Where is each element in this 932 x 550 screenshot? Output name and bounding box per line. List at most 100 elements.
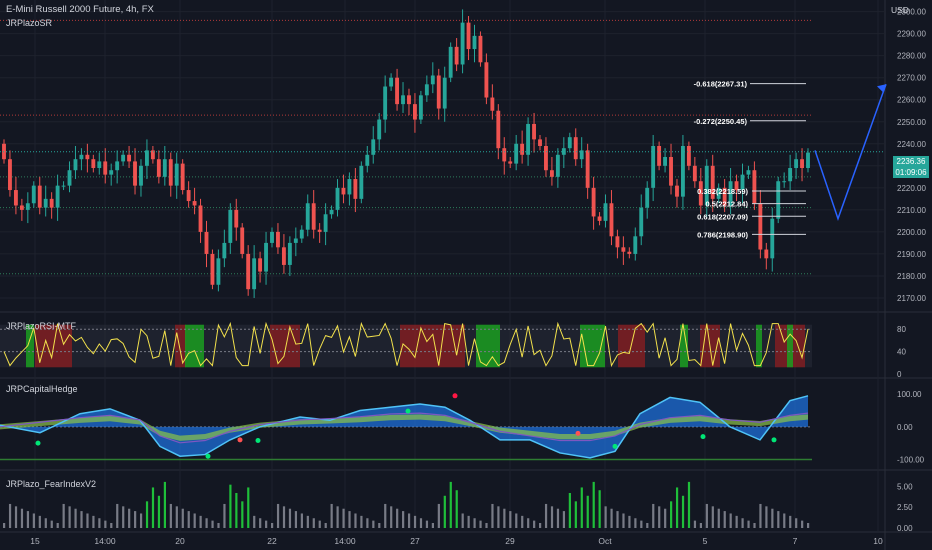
chart-title: E-Mini Russell 2000 Future, 4h, FX [6, 4, 154, 15]
candle-body [663, 157, 668, 166]
candle-body [645, 187, 650, 208]
candle-body [264, 242, 268, 272]
candle-body [204, 231, 209, 254]
hedge-trend-band [0, 414, 808, 441]
candle-body [591, 187, 596, 217]
rsi-oversold-band [756, 324, 762, 368]
candle-body [555, 154, 560, 177]
fear-index-bar [175, 506, 178, 528]
fear-index-bar [235, 493, 238, 528]
fear-index-bar [139, 513, 143, 528]
candle-body [85, 154, 90, 160]
candle-body [180, 163, 185, 191]
candle-body [144, 150, 149, 166]
fear-index-bar [372, 520, 375, 528]
time-tick-label: 20 [175, 536, 185, 546]
candle-body [168, 159, 173, 186]
fear-index-bar [664, 508, 667, 528]
rsi-tick-label: 80 [897, 325, 906, 334]
fear-index-bar [3, 523, 6, 528]
candle-body [561, 148, 566, 155]
fear-index-bar [324, 523, 327, 528]
hedge-signal-dot [612, 443, 618, 449]
fear-index-bar [777, 511, 780, 528]
time-tick-label: 7 [793, 536, 798, 546]
candle-body [19, 205, 24, 210]
candle-body [675, 185, 679, 197]
price-tick-label: 2260.00 [897, 96, 926, 105]
fear-index-bar [74, 508, 77, 528]
candle-body [240, 227, 245, 254]
price-tick-label: 2210.00 [897, 206, 926, 215]
fear-index-bar [628, 515, 631, 528]
fear-index-bar [205, 518, 208, 528]
candle-body [704, 165, 709, 206]
candle-body [311, 203, 316, 230]
candle-body [585, 150, 590, 188]
fear-index-bar [312, 518, 315, 528]
candle-body [794, 159, 799, 169]
price-tick-label: 2280.00 [897, 52, 926, 61]
fear-index-bar [187, 511, 190, 528]
candle-body [609, 203, 614, 237]
candle-body [317, 229, 322, 232]
fear-index-bar [533, 520, 536, 528]
fear-index-bar [217, 523, 220, 528]
fear-index-bar [199, 515, 202, 528]
candle-body [61, 185, 66, 187]
fear-index-bar [288, 508, 292, 528]
candle-body [508, 161, 513, 164]
hedge-signal-dot [771, 437, 777, 443]
fear-index-bar [419, 518, 423, 528]
fear-index-bar [259, 518, 262, 528]
rsi-overbought-band [270, 324, 300, 368]
candle-body [407, 95, 411, 105]
hedge-signal-dot [405, 408, 411, 414]
candle-body [567, 137, 572, 149]
fear-index-bar [44, 518, 47, 528]
fear-index-bar [455, 490, 458, 528]
candle-body [651, 145, 656, 188]
candle-body [210, 253, 215, 285]
fib-level-label: 0.786(2198.90) [697, 230, 748, 239]
price-tick-label: 2270.00 [897, 74, 926, 83]
fear-index-bar [574, 501, 577, 528]
fear-index-bar [26, 511, 30, 528]
price-tick-label: 2300.00 [897, 8, 926, 17]
candle-body [335, 187, 340, 210]
price-tick-label: 2220.00 [897, 184, 926, 193]
candle-body [49, 198, 54, 208]
fear-index-bar [586, 495, 589, 528]
candle-body [37, 185, 42, 208]
candle-body [67, 170, 72, 186]
sr-indicator-label: JRPlazoSR [6, 18, 53, 28]
fear-index-bar [497, 506, 500, 528]
fear-index-bar [128, 508, 131, 528]
candle-body [109, 170, 114, 175]
fear-index-bar [80, 511, 83, 528]
candle-body [573, 137, 578, 160]
hedge-momentum-area [0, 395, 808, 458]
candle-body [770, 218, 775, 259]
fib-level-label: 0.382(2218.59) [697, 187, 748, 196]
time-tick-label: 27 [410, 536, 420, 546]
currency-label[interactable]: USD [891, 5, 909, 15]
price-tick-label: 2170.00 [897, 294, 926, 303]
fear-index-bar [407, 513, 411, 528]
candle-body [615, 236, 620, 248]
fear-index-bar [443, 495, 446, 528]
candle-body [669, 157, 673, 186]
candles [2, 9, 810, 298]
fear-index-bar [711, 506, 714, 528]
fear-index-bar [467, 515, 470, 528]
time-tick-label: 14:00 [94, 536, 116, 546]
hedge-signal-dot [237, 437, 243, 443]
candle-body [293, 238, 298, 243]
candle-body [538, 139, 542, 146]
fear-index-bar [169, 503, 172, 528]
rsi-overbought-band [400, 324, 465, 368]
fear-index-bar [151, 487, 155, 528]
candle-body [806, 152, 810, 169]
fear-tick-label: 0.00 [897, 524, 913, 533]
